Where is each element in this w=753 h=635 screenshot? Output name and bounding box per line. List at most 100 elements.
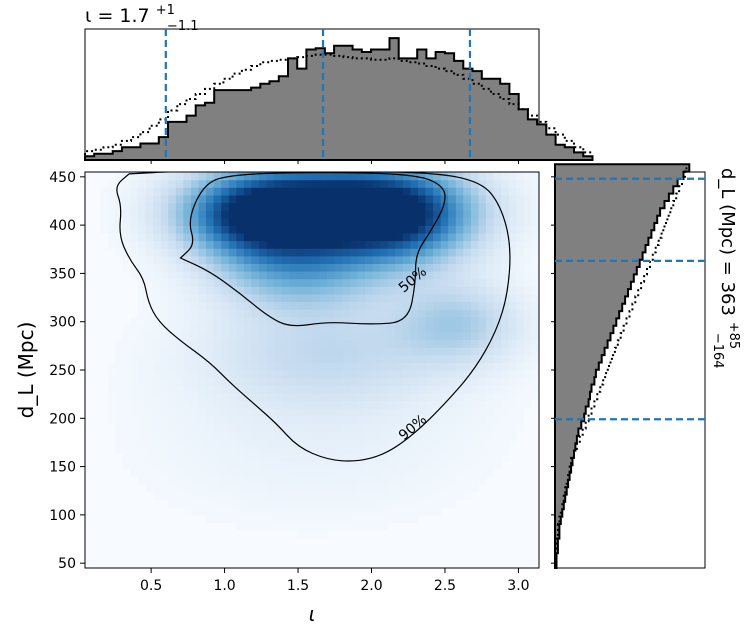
- density-cell: [417, 408, 427, 417]
- density-cell: [137, 301, 147, 310]
- density-cell: [455, 263, 464, 272]
- density-cell: [183, 301, 192, 310]
- density-cell: [478, 430, 487, 440]
- density-cell: [493, 179, 502, 188]
- density-cell: [486, 301, 495, 310]
- density-cell: [296, 499, 306, 508]
- density-cell: [160, 232, 169, 242]
- density-cell: [236, 278, 245, 287]
- density-cell: [516, 286, 525, 295]
- density-cell: [364, 522, 374, 531]
- density-cell: [463, 240, 472, 249]
- density-cell: [486, 377, 495, 386]
- density-cell: [463, 309, 472, 318]
- density-cell: [107, 225, 116, 234]
- density-cell: [206, 507, 215, 516]
- density-cell: [493, 408, 502, 417]
- density-cell: [440, 225, 449, 234]
- density-cell: [259, 263, 268, 272]
- density-cell: [425, 210, 434, 219]
- density-cell: [130, 438, 139, 447]
- density-cell: [160, 392, 169, 402]
- density-cell: [221, 172, 230, 181]
- density-cell: [160, 339, 169, 348]
- density-cell: [440, 316, 449, 325]
- density-cell: [493, 423, 502, 432]
- density-cell: [296, 430, 306, 440]
- density-cell: [266, 316, 275, 325]
- density-cell: [470, 240, 480, 249]
- density-cell: [380, 202, 389, 211]
- density-cell: [372, 316, 381, 325]
- density-cell: [289, 271, 298, 280]
- density-cell: [372, 339, 381, 348]
- density-cell: [259, 202, 268, 211]
- density-cell: [372, 438, 381, 447]
- density-cell: [183, 286, 192, 295]
- density-cell: [213, 293, 222, 303]
- density-cell: [364, 278, 374, 287]
- density-cell: [175, 453, 184, 462]
- density-cell: [115, 438, 124, 447]
- density-cell: [357, 507, 366, 516]
- density-cell: [251, 392, 260, 402]
- density-cell: [433, 172, 442, 181]
- density-cell: [508, 324, 517, 333]
- density-cell: [455, 484, 464, 493]
- density-cell: [251, 255, 260, 264]
- density-cell: [221, 446, 230, 455]
- density-cell: [486, 286, 495, 295]
- density-cell: [236, 286, 245, 295]
- density-cell: [342, 225, 351, 234]
- density-cell: [516, 293, 525, 303]
- density-cell: [236, 415, 245, 424]
- density-cell: [183, 309, 192, 318]
- density-cell: [486, 339, 495, 348]
- density-cell: [425, 423, 434, 432]
- density-cell: [440, 255, 449, 264]
- density-cell: [357, 232, 366, 242]
- density-cell: [501, 286, 510, 295]
- density-cell: [137, 240, 147, 249]
- density-cell: [153, 339, 162, 348]
- density-cell: [455, 370, 464, 379]
- density-cell: [478, 370, 487, 379]
- density-cell: [221, 263, 230, 272]
- density-cell: [433, 347, 442, 356]
- density-cell: [206, 347, 215, 356]
- density-cell: [364, 194, 374, 204]
- density-cell: [228, 301, 237, 310]
- density-cell: [206, 453, 215, 462]
- density-cell: [274, 286, 283, 295]
- density-cell: [364, 385, 374, 394]
- density-cell: [410, 461, 419, 470]
- density-cell: [115, 377, 124, 386]
- density-cell: [410, 453, 419, 462]
- density-cell: [425, 316, 434, 325]
- density-cell: [160, 484, 169, 493]
- density-cell: [175, 430, 184, 440]
- density-cell: [402, 286, 411, 295]
- density-cell: [448, 385, 457, 394]
- density-cell: [425, 309, 434, 318]
- density-cell: [523, 354, 533, 363]
- density-cell: [508, 370, 517, 379]
- density-cell: [259, 172, 268, 181]
- density-cell: [327, 408, 336, 417]
- density-cell: [478, 461, 487, 470]
- density-cell: [319, 187, 328, 196]
- density-cell: [327, 484, 336, 493]
- density-cell: [206, 339, 215, 348]
- density-cell: [402, 194, 411, 204]
- density-cell: [334, 248, 343, 257]
- density-cell: [266, 415, 275, 424]
- density-cell: [357, 248, 366, 257]
- density-cell: [478, 293, 487, 303]
- density-cell: [304, 347, 313, 356]
- density-cell: [115, 202, 124, 211]
- density-cell: [395, 255, 404, 264]
- density-cell: [425, 362, 434, 371]
- density-cell: [312, 484, 321, 493]
- density-cell: [493, 400, 502, 409]
- density-cell: [342, 499, 351, 508]
